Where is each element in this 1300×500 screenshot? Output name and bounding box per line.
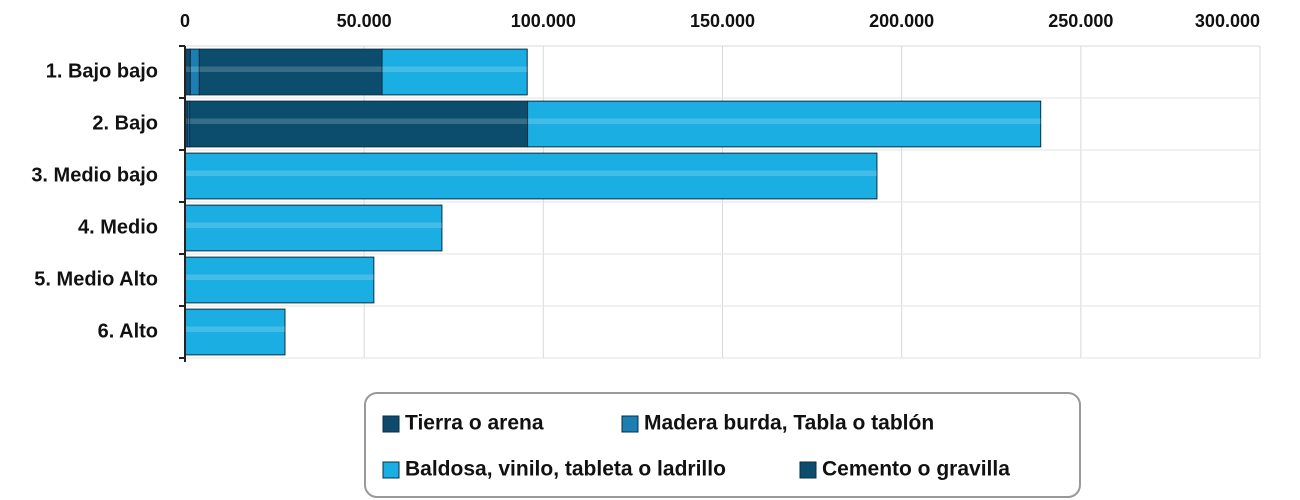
- bar-shine: [185, 222, 442, 228]
- bar-shine: [189, 118, 528, 124]
- bar-shine: [185, 326, 285, 332]
- y-tick-label: 1. Bajo bajo: [46, 60, 158, 82]
- y-tick-label: 5. Medio Alto: [34, 268, 158, 290]
- bar: [184, 256, 375, 304]
- y-tick-label: 3. Medio bajo: [31, 164, 158, 186]
- bar: [184, 204, 443, 252]
- bar: [184, 152, 878, 200]
- legend-label: Cemento o gravilla: [822, 458, 1010, 481]
- bar: [527, 100, 1042, 148]
- bar-shine: [382, 66, 528, 72]
- legend-swatch: [621, 415, 639, 433]
- legend-swatch: [799, 461, 817, 479]
- legend-swatch: [382, 415, 400, 433]
- legend-box: [364, 392, 1081, 498]
- bar-shine: [190, 66, 200, 72]
- legend-label: Tierra o arena: [405, 412, 544, 435]
- x-tick-label: 300.000: [1195, 11, 1260, 31]
- bar-shine: [185, 66, 191, 72]
- x-tick-label: 0: [180, 11, 190, 31]
- bar: [381, 48, 528, 96]
- legend-label: Madera burda, Tabla o tablón: [644, 412, 934, 435]
- x-tick-label: 250.000: [1048, 11, 1113, 31]
- bar-shine: [185, 274, 374, 280]
- bar-shine: [187, 118, 190, 124]
- bar: [189, 100, 529, 148]
- legend-label: Baldosa, vinilo, tableta o ladrillo: [405, 458, 726, 481]
- x-tick-label: 200.000: [869, 11, 934, 31]
- bar-shine: [527, 118, 1041, 124]
- y-tick-label: 4. Medio: [78, 216, 158, 238]
- bar-shine: [185, 118, 188, 124]
- bar-shine: [199, 66, 383, 72]
- y-tick-label: 2. Bajo: [92, 112, 158, 134]
- y-tick-label: 6. Alto: [98, 320, 158, 342]
- bar-shine: [185, 170, 877, 176]
- x-tick-label: 150.000: [690, 11, 755, 31]
- x-tick-label: 100.000: [511, 11, 576, 31]
- x-tick-label: 50.000: [337, 11, 392, 31]
- bar: [184, 308, 286, 356]
- legend-swatch: [382, 461, 400, 479]
